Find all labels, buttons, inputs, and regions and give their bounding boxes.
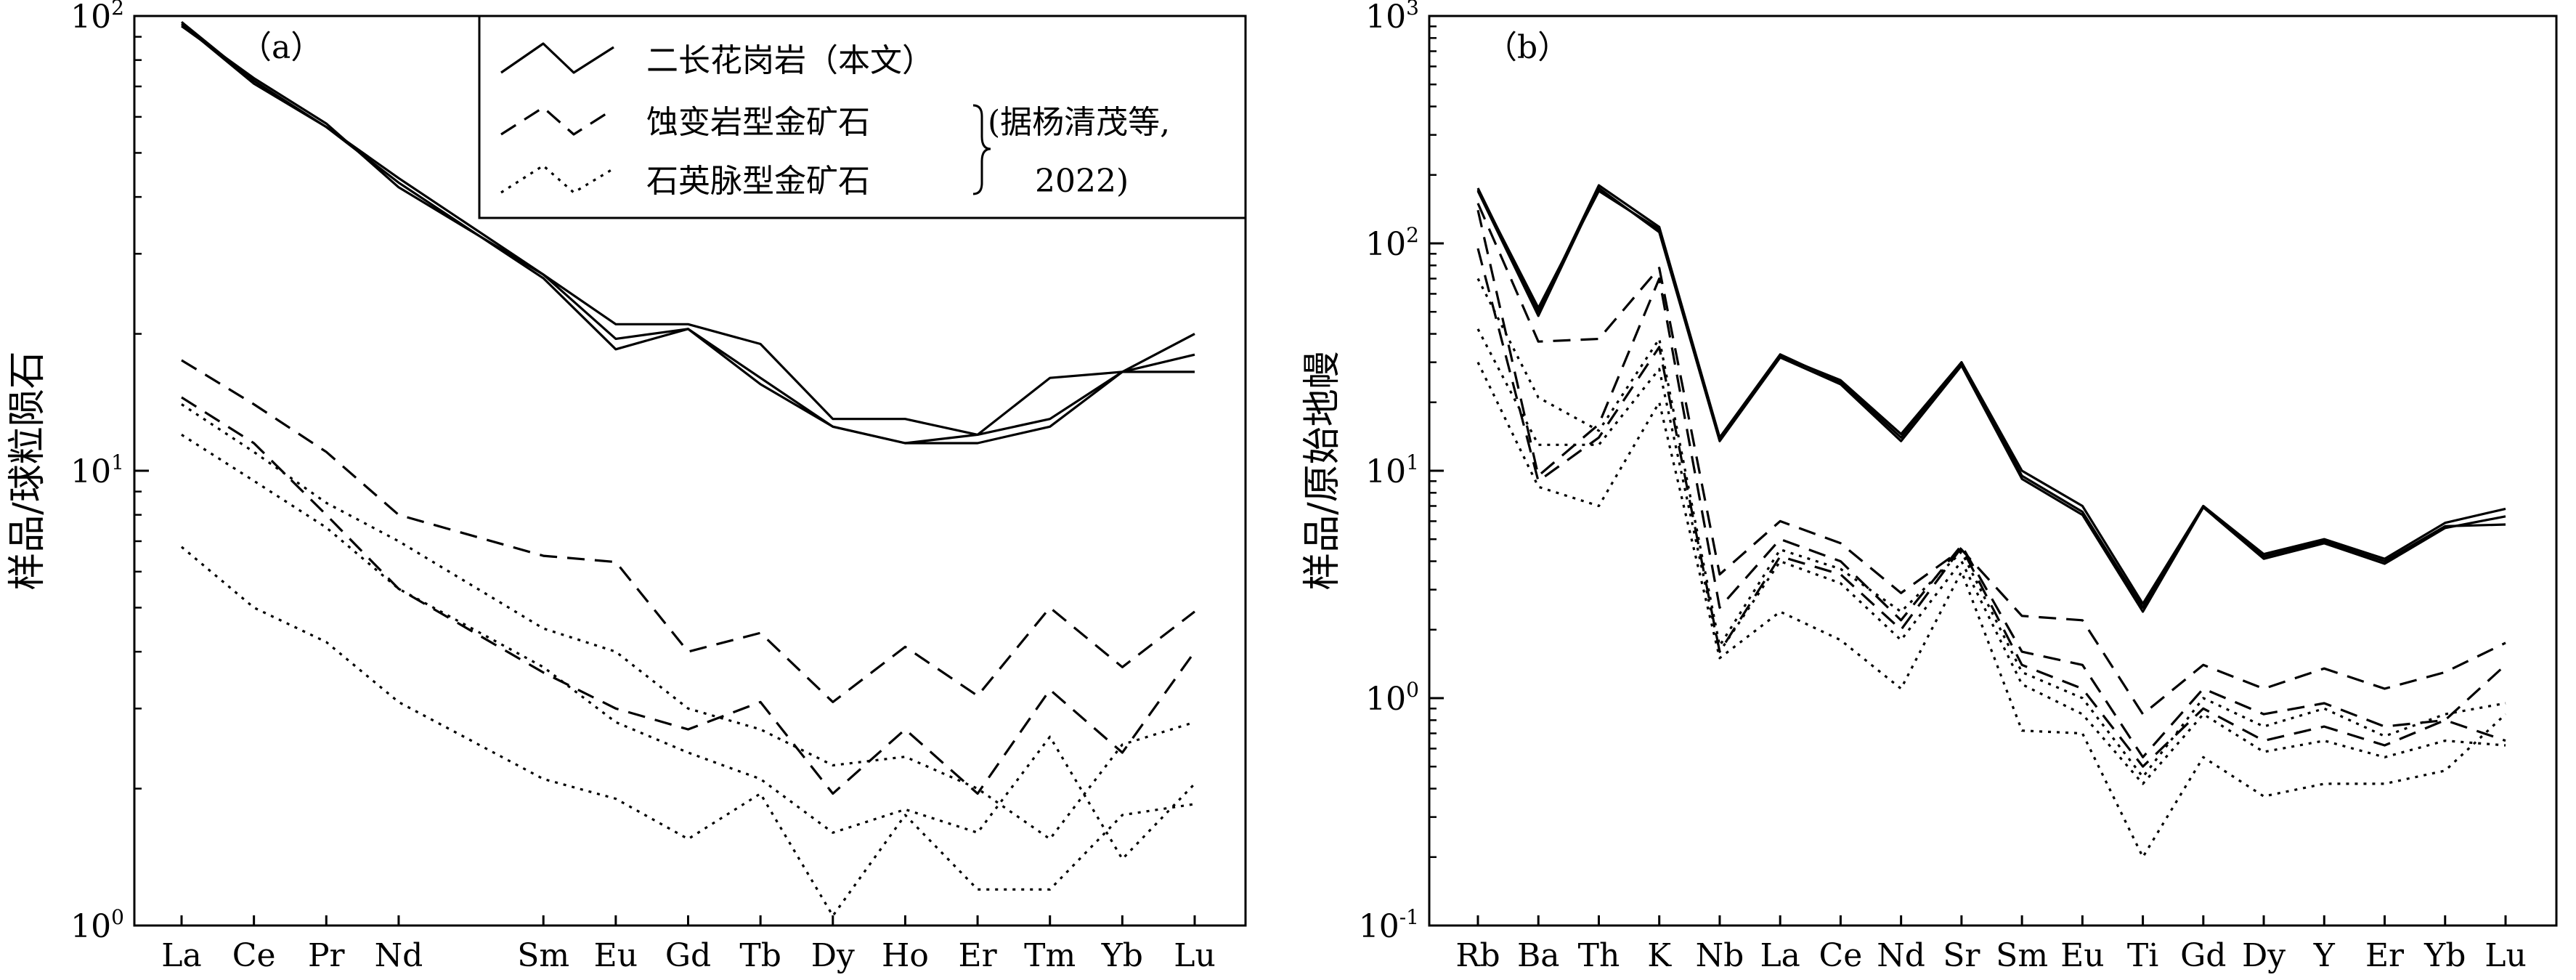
y-tick-label: 100 <box>70 905 124 945</box>
x-tick-label: Dy <box>811 937 855 974</box>
chart-b-panel-label: （b） <box>1485 29 1569 66</box>
x-tick-label: Sr <box>1943 937 1980 974</box>
series-line-dotted <box>1476 362 2507 859</box>
x-tick-label: Tb <box>739 937 781 974</box>
legend-label-dashed: 蚀变岩型金矿石 <box>646 104 870 141</box>
x-tick-label: Ho <box>882 937 929 974</box>
x-tick-label: Gd <box>2180 937 2226 974</box>
x-tick-label: La <box>161 937 201 974</box>
x-tick-label: Rb <box>1455 937 1500 974</box>
chart-b-y-ticks: 10-1 100 101 102 103 <box>1359 0 1444 945</box>
chart-b-series <box>1476 184 2507 859</box>
series-line-dashed <box>1476 248 2506 768</box>
legend-citation-line2: 2022) <box>1035 163 1129 200</box>
legend-swatch-solid <box>500 42 614 74</box>
x-tick-label: Yb <box>2423 937 2466 974</box>
series-line-solid <box>181 25 1195 445</box>
legend-citation-line1: (据杨清茂等, <box>988 104 1170 141</box>
legend-label-solid: 二长花岗岩（本文） <box>646 42 934 79</box>
x-tick-label: Er <box>958 937 997 974</box>
x-tick-label: Eu <box>2060 937 2104 974</box>
x-tick-label: Ce <box>1819 937 1863 974</box>
legend-brace <box>972 104 991 195</box>
y-tick-label: 101 <box>70 450 124 490</box>
y-tick-label: 100 <box>1365 678 1419 718</box>
series-line-solid <box>1476 187 2506 613</box>
series-line-solid <box>180 23 1195 445</box>
x-tick-label: K <box>1647 937 1672 974</box>
x-tick-label: Nd <box>375 937 423 974</box>
x-tick-label: Ce <box>232 937 276 974</box>
legend-swatch-dashed <box>500 106 614 136</box>
chart-a-y-axis-label: 样品/球粒陨石 <box>6 351 49 591</box>
y-tick-label: 101 <box>1365 450 1419 490</box>
chart-b-frame <box>1428 15 2558 927</box>
x-tick-label: Pr <box>308 937 346 974</box>
series-line-dashed <box>1476 203 2506 716</box>
x-tick-label: Sm <box>517 937 569 974</box>
x-tick-label: La <box>1760 937 1800 974</box>
x-tick-label: Gd <box>665 937 711 974</box>
y-tick-label: 102 <box>1365 223 1419 263</box>
x-tick-label: Y <box>2313 937 2336 974</box>
x-tick-label: Ti <box>2127 937 2158 974</box>
chart-a-panel-label: （a） <box>240 29 322 66</box>
chart-a-series <box>180 21 1196 918</box>
x-tick-label: Nb <box>1696 937 1744 974</box>
chart-a: （a） 样品/球粒陨石 100 101 102 La Ce Pr Nd Sm Eu Gd Tb Dy… <box>6 0 1247 974</box>
legend-box <box>478 15 1247 219</box>
y-tick-label: 10-1 <box>1359 905 1419 945</box>
y-tick-label: 102 <box>70 0 124 36</box>
series-line-dotted <box>180 546 1195 918</box>
x-tick-label: Lu <box>1174 937 1216 974</box>
chart-a-legend: 二长花岗岩（本文） 蚀变岩型金矿石 石英脉型金矿石 (据杨清茂等, 2022) <box>478 15 1247 219</box>
series-line-dashed <box>1476 209 2507 758</box>
chart-b-x-ticks: Rb Ba Th K Nb La Ce Nd Sr Sm Eu Ti Gd Dy Y Er Yb Lu <box>1455 915 2527 974</box>
x-tick-label: Nd <box>1877 937 1925 974</box>
chart-a-x-ticks: La Ce Pr Nd Sm Eu Gd Tb Dy Ho Er Tm Yb Lu <box>161 915 1216 974</box>
series-line-dotted <box>1476 278 2506 779</box>
x-tick-label: Ba <box>1517 937 1560 974</box>
chart-a-y-ticks: 100 101 102 <box>70 0 149 945</box>
series-line-dashed <box>181 359 1195 703</box>
series-line-solid <box>1476 189 2506 609</box>
series-line-dotted <box>181 403 1195 841</box>
x-tick-label: Dy <box>2242 937 2286 974</box>
x-tick-label: Er <box>2365 937 2405 974</box>
y-tick-label: 103 <box>1365 0 1419 36</box>
x-tick-label: Eu <box>594 937 638 974</box>
chart-b: （b） 样品/原始地幔 10-1 100 101 102 103 Rb Ba Th K Nb La… <box>1301 0 2558 974</box>
x-tick-label: Tm <box>1024 937 1076 974</box>
series-line-dotted <box>1476 328 2506 785</box>
chart-b-y-axis-label: 样品/原始地幔 <box>1301 351 1344 591</box>
x-tick-label: Yb <box>1101 937 1143 974</box>
x-tick-label: Sm <box>1996 937 2048 974</box>
series-line-dashed <box>181 396 1196 795</box>
series-line-dotted <box>181 434 1196 861</box>
x-tick-label: Th <box>1578 937 1620 974</box>
x-tick-label: Lu <box>2484 937 2527 974</box>
series-line-solid <box>1476 184 2506 605</box>
legend-label-dotted: 石英脉型金矿石 <box>646 163 870 200</box>
legend-swatch-dotted <box>500 164 614 194</box>
